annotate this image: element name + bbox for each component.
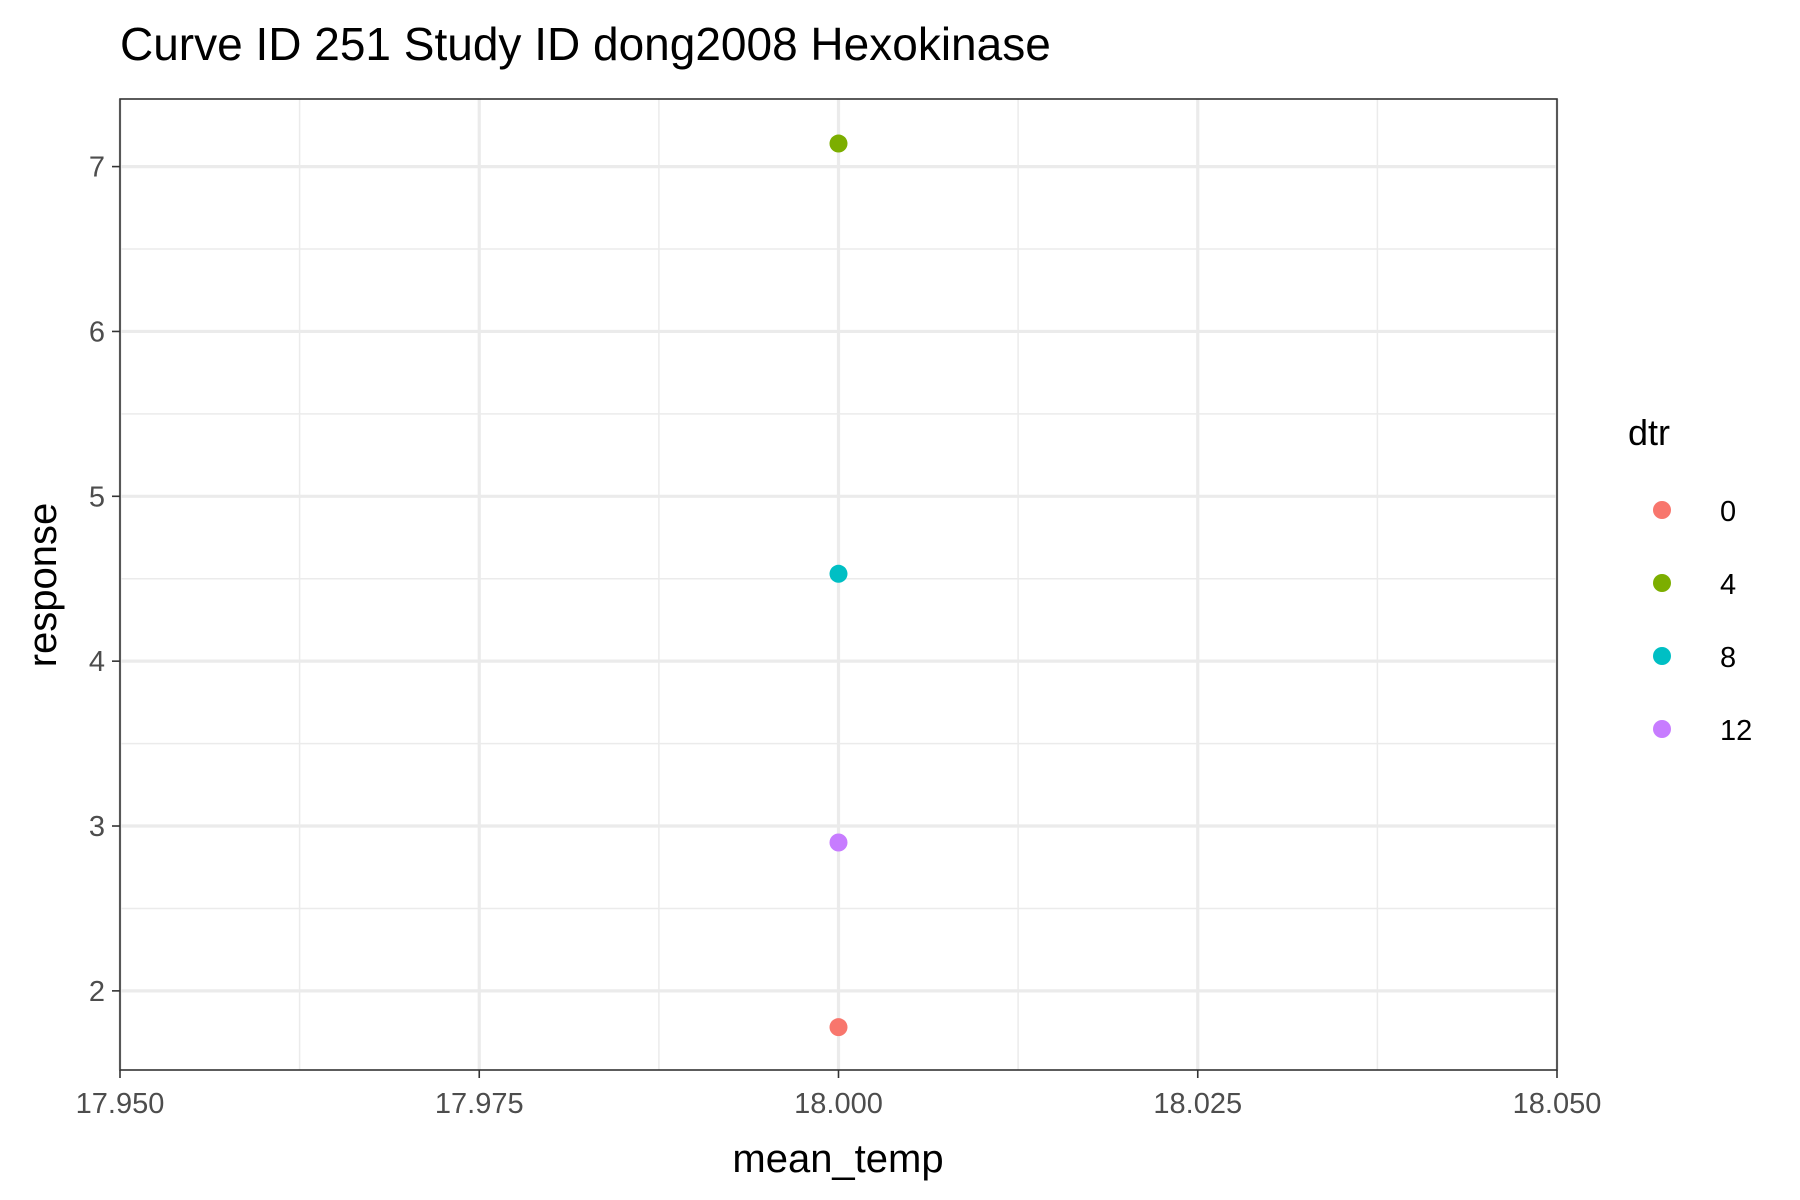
y-tick-label: 7 <box>89 152 105 184</box>
legend-key-dtr-4 <box>1653 574 1671 592</box>
data-points <box>829 134 848 1037</box>
x-tick-label: 18.050 <box>1513 1088 1602 1120</box>
x-axis-title: mean_temp <box>732 1137 943 1181</box>
legend-key-dtr-12 <box>1653 720 1671 738</box>
data-point-dtr-4 <box>829 134 848 153</box>
x-tick-label: 18.000 <box>794 1088 883 1120</box>
chart-title: Curve ID 251 Study ID dong2008 Hexokinas… <box>120 18 1051 70</box>
legend-label: 12 <box>1720 715 1752 747</box>
data-point-dtr-8 <box>829 564 848 583</box>
y-tick-label: 3 <box>89 811 105 843</box>
data-point-dtr-12 <box>829 833 848 852</box>
legend-label: 8 <box>1720 642 1736 674</box>
y-tick-label: 6 <box>89 316 105 348</box>
x-tick-label: 17.950 <box>76 1088 165 1120</box>
y-tick-label: 2 <box>89 976 105 1008</box>
y-tick-label: 4 <box>89 646 105 678</box>
y-tick-label: 5 <box>89 481 105 513</box>
y-axis-title: response <box>21 503 65 668</box>
y-axis: 2 3 4 5 6 7 <box>89 152 120 1008</box>
legend-title: dtr <box>1628 412 1670 453</box>
legend-label: 0 <box>1720 496 1736 528</box>
x-axis: 17.950 17.975 18.000 18.025 18.050 <box>76 1070 1602 1120</box>
x-tick-label: 18.025 <box>1153 1088 1242 1120</box>
legend: dtr 0 4 8 12 <box>1628 412 1752 747</box>
legend-label: 4 <box>1720 569 1736 601</box>
legend-key-dtr-0 <box>1653 501 1671 519</box>
x-tick-label: 17.975 <box>435 1088 524 1120</box>
data-point-dtr-0 <box>829 1018 848 1037</box>
legend-key-dtr-8 <box>1653 647 1671 665</box>
